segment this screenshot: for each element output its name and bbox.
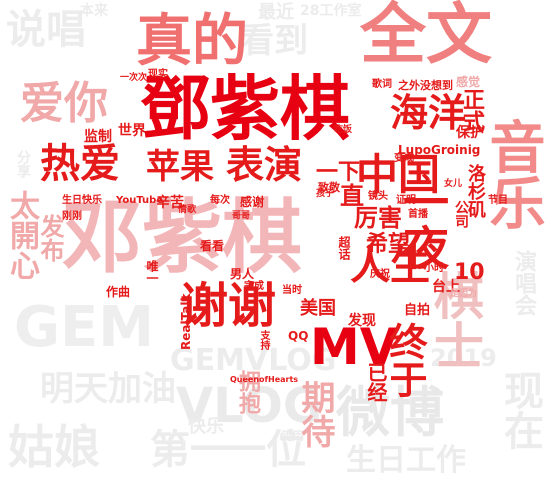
word-xiwang: 希望 — [366, 232, 411, 257]
word-ganggang: 刚刚 — [62, 211, 82, 222]
word-weiyi: 唯一 — [145, 260, 159, 284]
word-28studio: 28工作室 — [300, 3, 362, 19]
word-gem: GEM — [14, 295, 154, 360]
word-biaoyan: 表演 — [226, 143, 303, 187]
word-shengrigongzuo: 生日工作 — [346, 443, 466, 478]
word-jiemu: 节目 — [488, 195, 508, 206]
word-gongsi: 公司 — [453, 200, 469, 228]
word-baoqian: 拥抱 — [235, 370, 260, 414]
word-xinku: 辛苦 — [156, 195, 184, 211]
word-ganxie: 感谢 — [240, 195, 265, 209]
word-faxian: 发现 — [348, 313, 376, 329]
word-weibo: 微博 — [336, 381, 444, 444]
word-zhongguo: 中国 — [356, 150, 441, 199]
word-chaohua: 超话 — [337, 236, 351, 260]
word-zuoqu: 作曲 — [106, 285, 131, 299]
word-gemvlog: GEMVLOG — [170, 343, 337, 378]
word-nver: 女儿 — [444, 179, 463, 189]
word-shengrikuaile: 生日快乐 — [62, 195, 102, 206]
word-shoubo: 首播 — [408, 209, 428, 220]
word-10: 10 — [454, 260, 485, 285]
word-zhongyu: 终于 — [383, 322, 427, 398]
word-taishang: 台上 — [432, 279, 460, 295]
word-diyi: 第一 — [150, 427, 230, 473]
word-zhiwai: 之外没想到 — [398, 79, 453, 92]
word-shiyinwei: 是因为 — [450, 289, 478, 299]
word-quanwen: 全文 — [360, 0, 492, 73]
word-queen: QueenofHearts — [230, 375, 299, 384]
word-qingzhu: 庆祝 — [370, 269, 390, 280]
word-jianzhi: 监制 — [84, 129, 112, 145]
word-nanren: 男人 — [230, 267, 255, 281]
word-yiye: 一夜 — [396, 178, 450, 270]
word-lupo: LupoGroinig — [398, 143, 481, 157]
word-reai: 热爱 — [40, 141, 120, 187]
word-realtalk: RealTalk — [179, 293, 193, 350]
word-youtube: YouTube — [116, 195, 164, 206]
word-pingguo: 苹果 — [146, 147, 214, 187]
word-lihai: 厉害 — [354, 204, 402, 232]
word-kankan: 看看 — [200, 239, 225, 253]
word-xianshi: 现实 — [148, 69, 168, 80]
word-chifan: 吃饭 — [334, 125, 353, 135]
word-qingge: 情歌 — [178, 205, 197, 215]
word-zhi: 直 — [340, 182, 364, 210]
word-dengziqi-red: 鄧紫棋 — [140, 68, 350, 150]
word-aini: 爱你 — [20, 78, 108, 129]
word-zhengming: 证明 — [396, 195, 416, 206]
word-qishi: 棋士 — [426, 270, 484, 370]
word-haiyang: 海洋 — [390, 91, 467, 135]
word-kandao: 看到 — [240, 21, 308, 61]
word-qq: QQ — [288, 329, 309, 343]
word-biancheng: 变成 — [394, 153, 414, 164]
word-ganjue: 感觉 — [456, 75, 481, 89]
word-gege: 哥哥 — [232, 211, 251, 221]
word-fenxiang: 分享 — [15, 150, 31, 178]
word-mv: MV — [310, 318, 399, 376]
word-luoshanji: 洛杉矶 — [465, 164, 486, 218]
word-xianzai: 现在 — [497, 370, 543, 450]
word-zhijing: 致敬 — [318, 181, 340, 194]
word-shuochang: 说唱 — [6, 7, 86, 53]
word-zipai: 自拍 — [404, 303, 431, 318]
word-wancheng: 完成 — [244, 281, 264, 292]
word-dangshi: 当时 — [282, 285, 302, 296]
word-vlog: VLOG — [176, 378, 323, 434]
word-zuijin: 最近 — [258, 2, 294, 23]
word-zhengshi: 正式 — [459, 88, 484, 132]
word-xiaoshi: 小时 — [424, 263, 444, 274]
word-meiguo: 美国 — [300, 298, 336, 319]
word-mingtianjiayou: 明天加油 — [40, 369, 176, 409]
word-2019: 2019 — [430, 344, 497, 372]
word-kuaile: 快乐 — [188, 416, 224, 437]
word-rensheng: 人生 — [350, 243, 430, 289]
word-geci: 歌词 — [372, 79, 392, 90]
word-yinyue: 音乐 — [480, 118, 545, 230]
word-guniang: 姑娘 — [8, 420, 100, 474]
word-meici: 每次 — [210, 195, 230, 206]
word-shiyong: 使用 — [280, 429, 305, 443]
word-qidai: 期待 — [295, 380, 335, 448]
word-yicici: 一次次 — [120, 73, 148, 83]
word-fabu: 发布 — [36, 214, 64, 262]
word-baohu: 保护 — [456, 125, 484, 141]
word-yanchanghui: 演唱会 — [511, 250, 536, 316]
word-shijie: 世界 — [118, 123, 146, 139]
word-zhende: 真的 — [136, 9, 248, 74]
word-zhichi: 支持 — [258, 330, 269, 350]
word-yiwei: 一位 — [226, 427, 306, 473]
word-dengziqi-large: 邓紫棋 — [62, 191, 302, 284]
word-yixia: 一下 — [316, 160, 361, 185]
word-haizi: 孩子 — [316, 189, 335, 199]
word-jingtou: 镜头 — [368, 191, 388, 202]
word-taikaixin: 太開心 — [4, 190, 39, 280]
word-benlai: 本来 — [80, 3, 108, 19]
word-yijing: 已经 — [364, 362, 388, 402]
word-xiexie: 谢谢 — [180, 278, 277, 334]
